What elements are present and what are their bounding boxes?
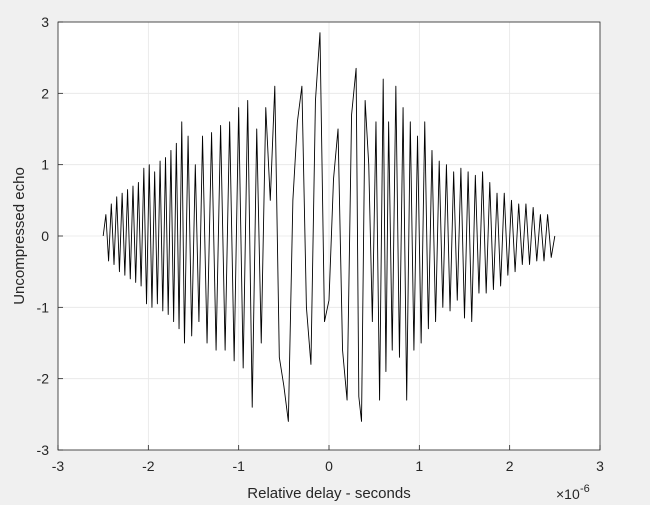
x-tick-label: 3 bbox=[596, 458, 604, 474]
x-tick-label: 1 bbox=[415, 458, 423, 474]
x-tick-label: 2 bbox=[506, 458, 514, 474]
y-tick-label: -3 bbox=[37, 442, 50, 458]
x-tick-label: -1 bbox=[232, 458, 245, 474]
y-tick-label: 0 bbox=[41, 228, 49, 244]
y-tick-label: 3 bbox=[41, 14, 49, 30]
x-exponent: ×10 -6 bbox=[556, 483, 590, 502]
y-tick-label: 1 bbox=[41, 157, 49, 173]
y-tick-label: -1 bbox=[37, 299, 50, 315]
x-tick-label: -2 bbox=[142, 458, 155, 474]
tick-labels: -3 -2 -1 0 1 2 3 -3 -2 -1 0 1 2 3 bbox=[37, 14, 605, 474]
echo-signal-line bbox=[102, 32, 556, 422]
y-tick-label: 2 bbox=[41, 85, 49, 101]
x-exponent-base: ×10 bbox=[556, 486, 580, 502]
x-tick-label: -3 bbox=[52, 458, 65, 474]
x-axis-label: Relative delay - seconds bbox=[247, 485, 410, 502]
y-axis-label: Uncompressed echo bbox=[11, 167, 28, 305]
ticks bbox=[57, 21, 601, 451]
x-exponent-power: -6 bbox=[580, 483, 590, 495]
x-tick-label: 0 bbox=[325, 458, 333, 474]
y-tick-label: -2 bbox=[37, 371, 50, 387]
